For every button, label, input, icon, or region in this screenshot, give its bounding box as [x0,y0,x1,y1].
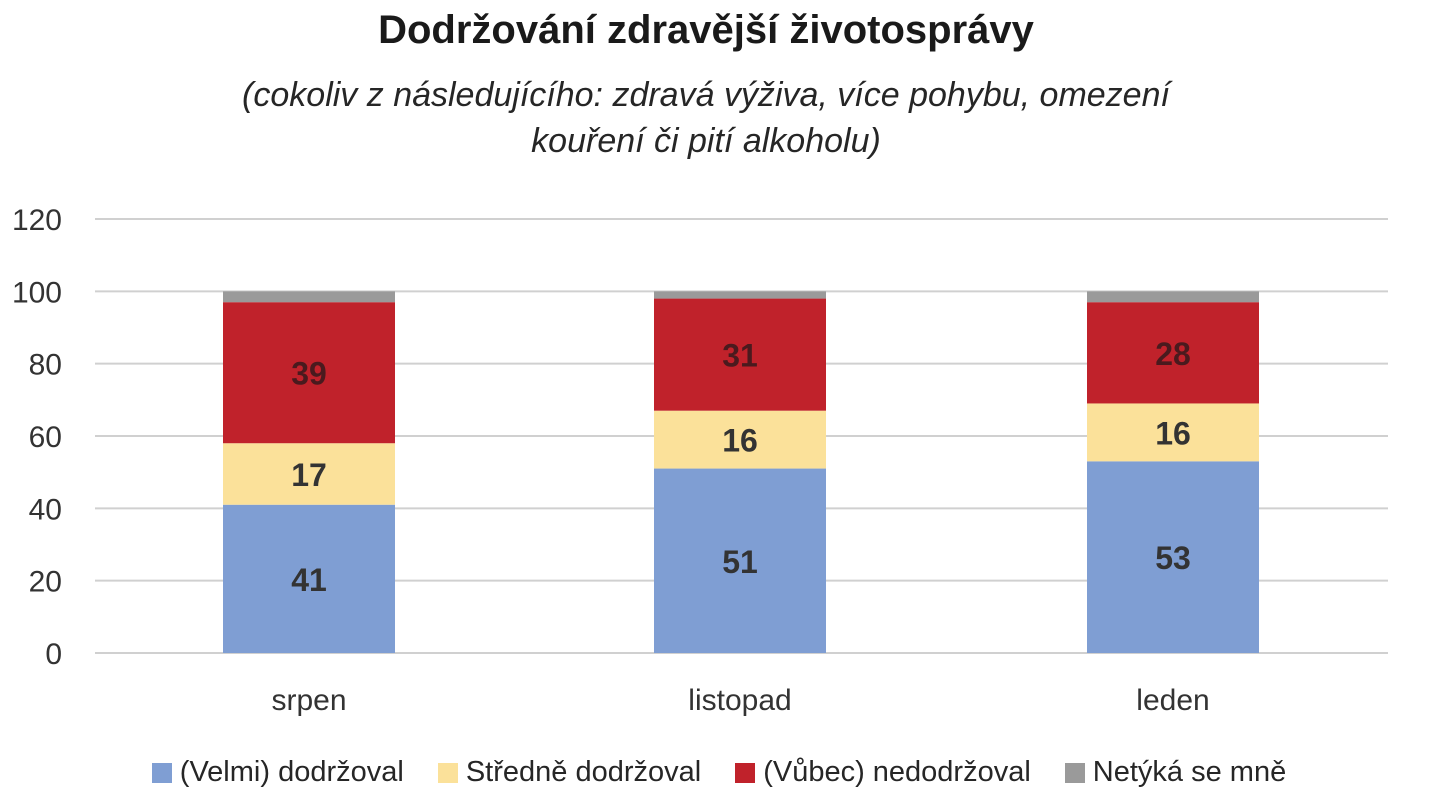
x-tick-label: srpen [271,684,346,717]
legend-swatch [1064,762,1085,783]
chart-subtitle-line-2: kouření či pití alkoholu) [531,122,881,160]
legend-swatch [735,762,756,783]
y-tick-label: 20 [29,566,62,599]
chart-title: Dodržování zdravější životosprávy [378,8,1034,52]
x-tick-label: leden [1136,684,1209,717]
data-label: 17 [291,457,327,493]
data-label: 51 [722,544,758,580]
bar-segment [654,410,826,469]
bar-segment [1087,461,1259,653]
data-label: 53 [1155,540,1191,576]
data-label: 28 [1155,336,1191,372]
data-label: 16 [722,423,758,459]
bar-segment [223,291,395,303]
bar-segment [1087,291,1259,303]
bar-segment [223,443,395,505]
bar-segment [223,504,395,653]
bar-segment [1087,403,1259,462]
bar-segment [223,302,395,444]
bar-segment [1087,302,1259,404]
legend-label: Netýká se mně [1092,756,1287,788]
y-tick-label: 120 [12,204,62,237]
legend-item-stredne-dodrzoval: Středně dodržoval [437,756,702,789]
legend-item-vubec-nedodrzoval: (Vůbec) nedodržoval [735,756,1031,789]
legend-label: (Vůbec) nedodržoval [763,756,1031,788]
data-label: 16 [1155,415,1191,451]
legend-swatch [437,762,458,783]
y-tick-label: 80 [29,349,62,382]
y-tick-label: 60 [29,421,62,454]
y-tick-label: 40 [29,493,62,526]
legend: (Velmi) dodržoval Středně dodržoval (Vůb… [0,756,1438,789]
chart-subtitle-line-1: (cokoliv z následujícího: zdravá výživa,… [242,76,1170,114]
bar-segment [654,468,826,653]
data-label: 41 [291,562,327,598]
legend-swatch [151,762,172,783]
x-tick-label: listopad [688,684,791,717]
bar-segment [654,298,826,411]
legend-item-velmi-dodrzoval: (Velmi) dodržoval [151,756,404,789]
legend-item-netyka-se-mne: Netýká se mně [1064,756,1287,789]
legend-label: (Velmi) dodržoval [179,756,404,788]
bar-segment [654,291,826,299]
data-label: 39 [291,356,327,392]
y-tick-label: 0 [45,638,62,671]
plot-area: 0 20 40 60 80 100 120 41 17 39 srpen 51 16 31 listopad… [12,204,1388,717]
data-label: 31 [722,338,758,374]
chart-subtitle: (cokoliv z následujícího: zdravá výživa,… [0,72,1412,164]
legend-label: Středně dodržoval [465,756,702,788]
y-tick-label: 100 [12,276,62,309]
